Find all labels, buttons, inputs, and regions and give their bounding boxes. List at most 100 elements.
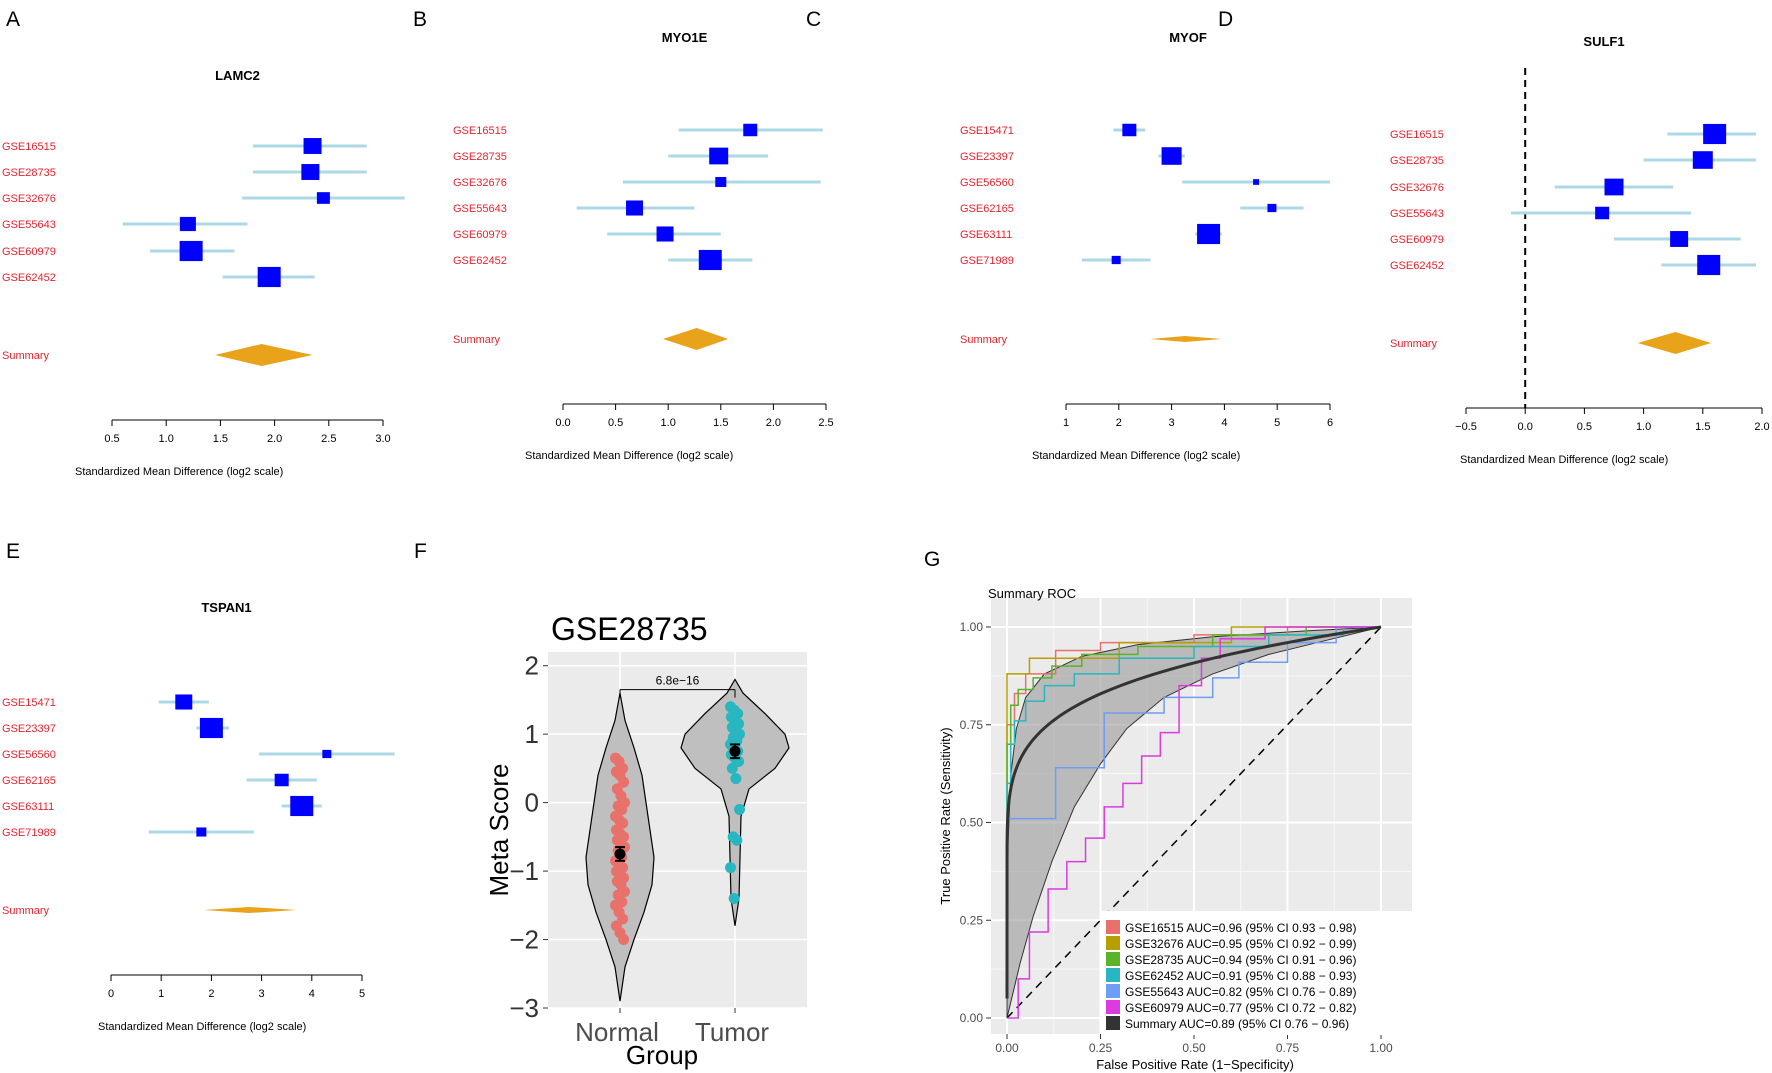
x-axis-label: Standardized Mean Difference (log2 scale… <box>1032 450 1240 462</box>
x-tick-label: 0.5 <box>608 417 623 429</box>
x-tick-label: 1.0 <box>1636 421 1651 433</box>
diagonal-reference <box>1006 626 1382 1019</box>
study-label: GSE32676 <box>1390 182 1444 194</box>
x-tick-label: 0.50 <box>1182 1041 1206 1055</box>
x-tick-label: 0.0 <box>1518 421 1533 433</box>
effect-box <box>1703 123 1727 145</box>
x-axis-label: Standardized Mean Difference (log2 scale… <box>75 466 283 478</box>
study-label: GSE55643 <box>2 219 56 231</box>
x-tick-label: −0.5 <box>1455 421 1477 433</box>
study-label: GSE71989 <box>960 255 1014 267</box>
legend-key <box>1106 1000 1120 1014</box>
x-tick-label: 0.5 <box>104 433 119 445</box>
y-tick-label: 0.25 <box>960 913 984 927</box>
effect-box <box>175 694 193 710</box>
summary-label: Summary <box>1390 338 1438 350</box>
data-point <box>725 862 736 874</box>
forest-panel-D: SULF1 GSE16515 GSE28735 GSE32676 GSE55643 GSE… <box>1390 34 1770 466</box>
forest-panel-A: LAMC2 GSE16515 GSE28735 GSE32676 GSE55643 GSE… <box>2 68 405 478</box>
legend-label: GSE60979 AUC=0.77 (95% CI 0.72 − 0.82) <box>1125 1001 1356 1015</box>
x-tick-label: 1.0 <box>661 417 676 429</box>
y-tick-label: −1 <box>509 856 539 886</box>
y-tick-label: 0.50 <box>960 816 984 830</box>
mean-point <box>729 745 741 757</box>
forest-panel-E: TSPAN1 GSE15471 GSE23397 GSE56560 GSE62165 GS… <box>2 600 395 1033</box>
y-tick-label: 0.00 <box>960 1011 984 1025</box>
x-axis-label: Group <box>626 1040 698 1070</box>
legend-label: GSE62452 AUC=0.91 (95% CI 0.88 − 0.93) <box>1125 969 1356 983</box>
x-axis-label: Standardized Mean Difference (log2 scale… <box>98 1021 306 1033</box>
legend-label: GSE55643 AUC=0.82 (95% CI 0.76 − 0.89) <box>1125 985 1356 999</box>
x-tick-label: 1.0 <box>159 433 174 445</box>
summary-label: Summary <box>2 350 50 362</box>
x-tick-label: 2 <box>208 988 214 1000</box>
legend-label: GSE16515 AUC=0.96 (95% CI 0.93 − 0.98) <box>1125 921 1356 935</box>
summary-diamond <box>203 907 297 913</box>
effect-box <box>1161 147 1182 165</box>
x-tick-label: 1.5 <box>1695 421 1710 433</box>
study-label: GSE32676 <box>453 177 507 189</box>
study-label: GSE62452 <box>1390 260 1444 272</box>
x-tick-label: 1 <box>158 988 164 1000</box>
study-label: GSE23397 <box>960 151 1014 163</box>
forest-title: TSPAN1 <box>201 600 251 615</box>
x-tick-label: 1 <box>1063 417 1069 429</box>
x-axis-label: Standardized Mean Difference (log2 scale… <box>525 450 733 462</box>
summary-label: Summary <box>960 334 1008 346</box>
study-label: GSE55643 <box>1390 208 1444 220</box>
y-tick-label: 0.75 <box>960 718 984 732</box>
y-tick-label: 1 <box>525 719 539 749</box>
data-point <box>730 773 742 785</box>
panel-letter: E <box>6 540 20 563</box>
legend-key <box>1106 984 1120 998</box>
roc-curve-gse55643 <box>1006 626 1381 882</box>
panel-letters: A B C D E F G <box>6 8 1233 571</box>
summary-label: Summary <box>2 905 50 917</box>
study-label: GSE63111 <box>960 229 1012 241</box>
x-tick-label: 2.0 <box>766 417 781 429</box>
effect-box <box>274 773 289 787</box>
legend-key <box>1106 968 1120 982</box>
panel-letter: G <box>924 548 940 571</box>
study-label: GSE56560 <box>960 177 1014 189</box>
roc-curve-gse28735 <box>1006 626 1381 803</box>
effect-box <box>1197 223 1221 245</box>
x-tick-label: 3 <box>259 988 265 1000</box>
x-tick-label: 0.00 <box>995 1041 1019 1055</box>
legend-key <box>1106 952 1120 966</box>
effect-box <box>715 177 727 187</box>
summary-diamond <box>662 328 729 350</box>
effect-box <box>1253 179 1260 185</box>
study-label: GSE63111 <box>2 801 54 813</box>
violin-plot: 6.8e−16 GSE28735 −3 −2 −1 0 1 2 Normal TumorGroup… <box>484 611 807 1070</box>
effect-box <box>301 164 320 180</box>
study-label: GSE55643 <box>453 203 507 215</box>
effect-box <box>1122 123 1137 137</box>
roc-plot: 0.00 0.00 0.25 0.25 0.50 0.50 0.75 0.75 1.00 1.00… <box>938 586 1413 1072</box>
x-tick-label: 1.00 <box>1369 1041 1393 1055</box>
effect-box <box>179 216 196 232</box>
x-tick-label: 3 <box>1169 417 1175 429</box>
legend-label: Summary AUC=0.89 (95% CI 0.76 − 0.96) <box>1125 1017 1349 1031</box>
effect-box <box>179 240 203 262</box>
study-label: GSE28735 <box>453 151 507 163</box>
p-value-label: 6.8e−16 <box>656 674 700 688</box>
study-label: GSE16515 <box>2 141 56 153</box>
study-label: GSE56560 <box>2 749 56 761</box>
effect-box <box>1111 255 1121 265</box>
y-tick-label: −2 <box>509 925 539 955</box>
forest-title: MYOF <box>1169 30 1207 45</box>
effect-box <box>626 200 644 216</box>
effect-box <box>257 266 281 288</box>
legend-background <box>1101 911 1413 1035</box>
y-tick-label: 0 <box>525 788 539 818</box>
effect-box <box>1697 254 1721 276</box>
study-label: GSE16515 <box>453 125 507 137</box>
panel-letter: D <box>1218 8 1233 31</box>
study-label: GSE60979 <box>2 246 56 258</box>
x-tick-label: 0.25 <box>1089 1041 1113 1055</box>
x-tick-label: 2.5 <box>321 433 336 445</box>
x-tick-label: 5 <box>359 988 365 1000</box>
legend-label: GSE28735 AUC=0.94 (95% CI 0.91 − 0.96) <box>1125 953 1356 967</box>
